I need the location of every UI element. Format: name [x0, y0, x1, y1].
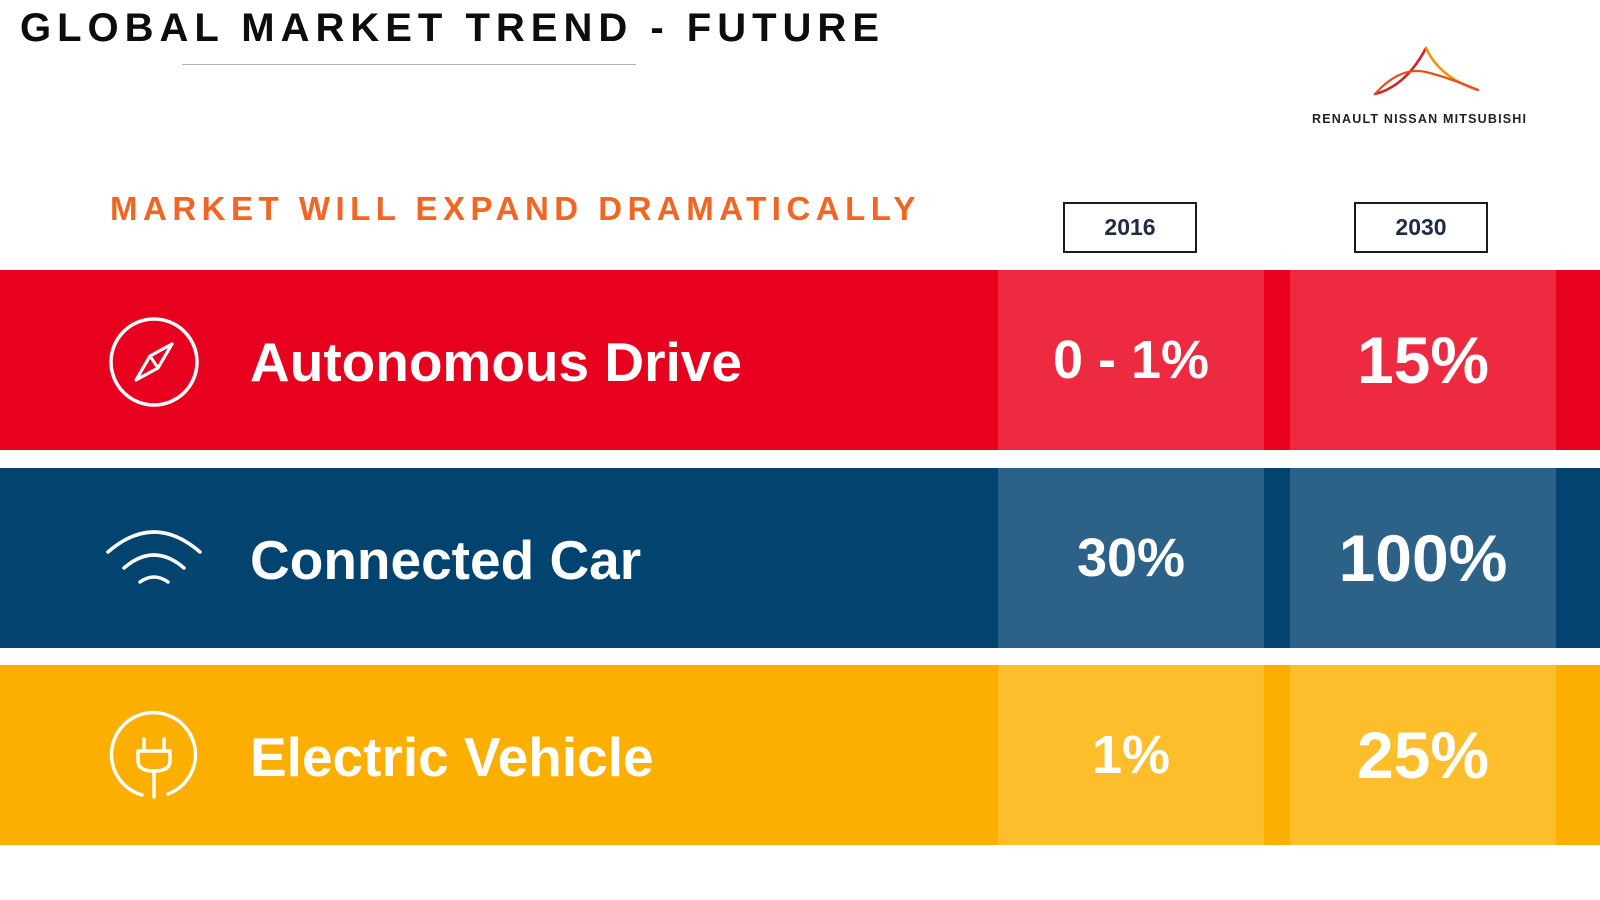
value-2016: 30%	[998, 468, 1264, 648]
row-label: Electric Vehicle	[250, 726, 654, 788]
value-2030: 100%	[1290, 468, 1556, 648]
value-2030: 25%	[1290, 665, 1556, 845]
compass-icon	[106, 314, 202, 410]
logo-wordmark: RENAULT NISSAN MITSUBISHI	[1312, 112, 1528, 126]
row-connected-car: Connected Car 30% 100%	[0, 468, 1600, 648]
column-header-2030: 2030	[1354, 202, 1488, 253]
row-autonomous-drive: Autonomous Drive 0 - 1% 15%	[0, 270, 1600, 450]
row-electric-vehicle: Electric Vehicle 1% 25%	[0, 665, 1600, 845]
alliance-logo: RENAULT NISSAN MITSUBISHI	[1300, 44, 1560, 134]
alliance-arch-logo-icon	[1373, 46, 1480, 96]
page-title: GLOBAL MARKET TREND - FUTURE	[20, 6, 885, 50]
value-2016: 1%	[998, 665, 1264, 845]
value-2016: 0 - 1%	[998, 270, 1264, 450]
row-label: Connected Car	[250, 529, 642, 591]
title-underline	[182, 64, 636, 65]
plug-icon	[106, 709, 202, 805]
column-header-2016: 2016	[1063, 202, 1197, 253]
section-subtitle: MARKET WILL EXPAND DRAMATICALLY	[110, 190, 921, 227]
wifi-icon	[106, 512, 202, 608]
value-2030: 15%	[1290, 270, 1556, 450]
row-label: Autonomous Drive	[250, 331, 742, 393]
